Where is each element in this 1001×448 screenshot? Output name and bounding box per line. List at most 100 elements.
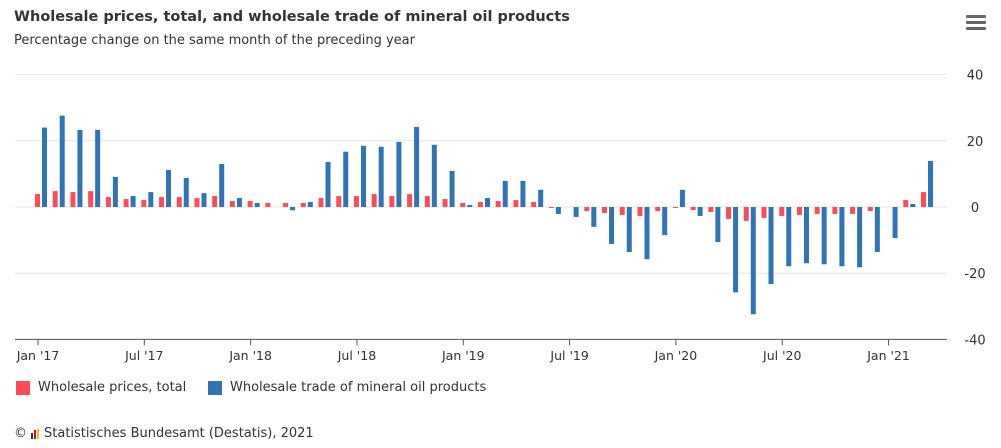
bar-wholesale-prices bbox=[318, 198, 324, 207]
destatis-logo-icon bbox=[31, 428, 40, 439]
bar-wholesale-prices bbox=[814, 207, 820, 214]
bar-mineral-oil bbox=[520, 180, 526, 207]
bar-mineral-oil bbox=[254, 203, 260, 207]
bar-mineral-oil bbox=[307, 202, 313, 207]
bar-wholesale-prices bbox=[726, 207, 732, 219]
legend-item-mineral-oil[interactable]: Wholesale trade of mineral oil products bbox=[208, 380, 486, 395]
bar-wholesale-prices bbox=[619, 207, 625, 215]
bar-wholesale-prices bbox=[336, 196, 342, 207]
bar-wholesale-prices bbox=[123, 199, 129, 207]
bar-mineral-oil bbox=[77, 129, 83, 207]
bar-wholesale-prices bbox=[88, 191, 94, 207]
y-tick-label: -20 bbox=[964, 267, 985, 282]
bar-wholesale-prices bbox=[442, 199, 448, 207]
bar-mineral-oil bbox=[928, 160, 933, 207]
bar-wholesale-prices bbox=[141, 200, 147, 207]
bar-wholesale-prices bbox=[353, 196, 359, 207]
bar-mineral-oil bbox=[59, 115, 65, 207]
bar-mineral-oil bbox=[42, 127, 47, 207]
x-tick-label: Jan '18 bbox=[228, 348, 272, 363]
bar-mineral-oil bbox=[112, 176, 118, 207]
bar-mineral-oil bbox=[148, 192, 154, 207]
bar-wholesale-prices bbox=[672, 207, 678, 208]
legend-label: Wholesale trade of mineral oil products bbox=[230, 380, 487, 395]
bar-wholesale-prices bbox=[708, 207, 714, 212]
y-tick-label: 40 bbox=[967, 69, 984, 84]
bar-mineral-oil bbox=[697, 207, 703, 216]
hamburger-menu-icon[interactable] bbox=[966, 15, 986, 33]
bar-wholesale-prices bbox=[407, 194, 413, 207]
bar-wholesale-prices bbox=[247, 201, 253, 207]
x-tick-label: Jan '21 bbox=[866, 348, 910, 363]
bar-wholesale-prices bbox=[424, 196, 430, 207]
bar-mineral-oil bbox=[290, 207, 296, 211]
bar-wholesale-prices bbox=[389, 196, 395, 207]
legend-swatch-red bbox=[16, 380, 30, 395]
bar-wholesale-prices bbox=[903, 200, 909, 207]
bar-mineral-oil bbox=[325, 161, 331, 207]
bar-mineral-oil bbox=[396, 141, 402, 207]
bar-mineral-oil bbox=[821, 207, 827, 265]
credit: © Statistisches Bundesamt (Destatis), 20… bbox=[14, 426, 314, 441]
bar-wholesale-prices bbox=[176, 197, 182, 207]
legend-label: Wholesale prices, total bbox=[38, 380, 187, 395]
bar-mineral-oil bbox=[626, 207, 632, 253]
bar-wholesale-prices bbox=[761, 207, 767, 218]
bar-chart: 40 20 0 -20 -40 Jan '17 Jul '17 Jan '18 Jul '18 J… bbox=[15, 69, 986, 363]
bar-wholesale-prices bbox=[283, 203, 289, 207]
bar-mineral-oil bbox=[343, 151, 349, 207]
bar-wholesale-prices bbox=[548, 207, 554, 208]
bar-mineral-oil bbox=[662, 207, 668, 236]
x-tick-label: Jan '20 bbox=[654, 348, 698, 363]
bar-mineral-oil bbox=[502, 180, 508, 207]
bar-wholesale-prices bbox=[265, 203, 271, 207]
y-tick-label: -40 bbox=[964, 333, 985, 348]
bar-mineral-oil bbox=[786, 207, 792, 267]
bar-mineral-oil bbox=[130, 196, 136, 207]
bar-mineral-oil bbox=[591, 207, 597, 227]
x-tick-label: Jan '17 bbox=[16, 348, 60, 363]
bar-wholesale-prices bbox=[513, 200, 519, 207]
copyright-icon: © bbox=[14, 426, 27, 441]
bar-wholesale-prices bbox=[743, 207, 749, 221]
x-tick-label: Jul '18 bbox=[337, 348, 376, 363]
bar-mineral-oil bbox=[485, 198, 490, 207]
bar-mineral-oil bbox=[892, 207, 898, 239]
bar-mineral-oil bbox=[839, 207, 845, 267]
bar-mineral-oil bbox=[910, 204, 916, 207]
legend-item-wholesale-prices[interactable]: Wholesale prices, total bbox=[16, 380, 186, 395]
bar-wholesale-prices bbox=[194, 198, 200, 207]
chart-title: Wholesale prices, total, and wholesale t… bbox=[14, 9, 570, 25]
credit-text: Statistisches Bundesamt (Destatis), 2021 bbox=[44, 426, 314, 441]
bar-wholesale-prices bbox=[300, 203, 306, 207]
bar-mineral-oil bbox=[715, 207, 721, 243]
bar-wholesale-prices bbox=[602, 207, 608, 213]
bar-wholesale-prices bbox=[531, 202, 537, 207]
bar-wholesale-prices bbox=[850, 207, 856, 214]
bar-mineral-oil bbox=[467, 205, 473, 207]
bar-mineral-oil bbox=[555, 207, 561, 214]
bar-wholesale-prices bbox=[655, 207, 661, 211]
bar-mineral-oil bbox=[414, 126, 420, 207]
bar-wholesale-prices bbox=[212, 196, 218, 207]
bar-mineral-oil bbox=[201, 193, 207, 207]
bar-mineral-oil bbox=[236, 198, 242, 207]
bar-wholesale-prices bbox=[105, 197, 111, 207]
bar-mineral-oil bbox=[166, 169, 172, 207]
bar-wholesale-prices bbox=[460, 203, 466, 207]
y-tick-label: 20 bbox=[967, 135, 984, 150]
x-tick-label: Jul '19 bbox=[549, 348, 588, 363]
bar-wholesale-prices bbox=[52, 191, 58, 207]
bar-mineral-oil bbox=[609, 207, 615, 245]
bar-mineral-oil bbox=[750, 207, 756, 315]
bar-mineral-oil bbox=[679, 189, 685, 207]
bar-mineral-oil bbox=[449, 170, 455, 207]
bar-mineral-oil bbox=[874, 207, 880, 253]
bar-wholesale-prices bbox=[495, 201, 501, 207]
x-tick-label: Jan '19 bbox=[441, 348, 485, 363]
bar-mineral-oil bbox=[360, 145, 366, 207]
bar-mineral-oil bbox=[378, 146, 384, 207]
x-tick-label: Jul '17 bbox=[124, 348, 163, 363]
legend-swatch-blue bbox=[208, 380, 222, 395]
chart-subtitle: Percentage change on the same month of t… bbox=[14, 33, 415, 48]
